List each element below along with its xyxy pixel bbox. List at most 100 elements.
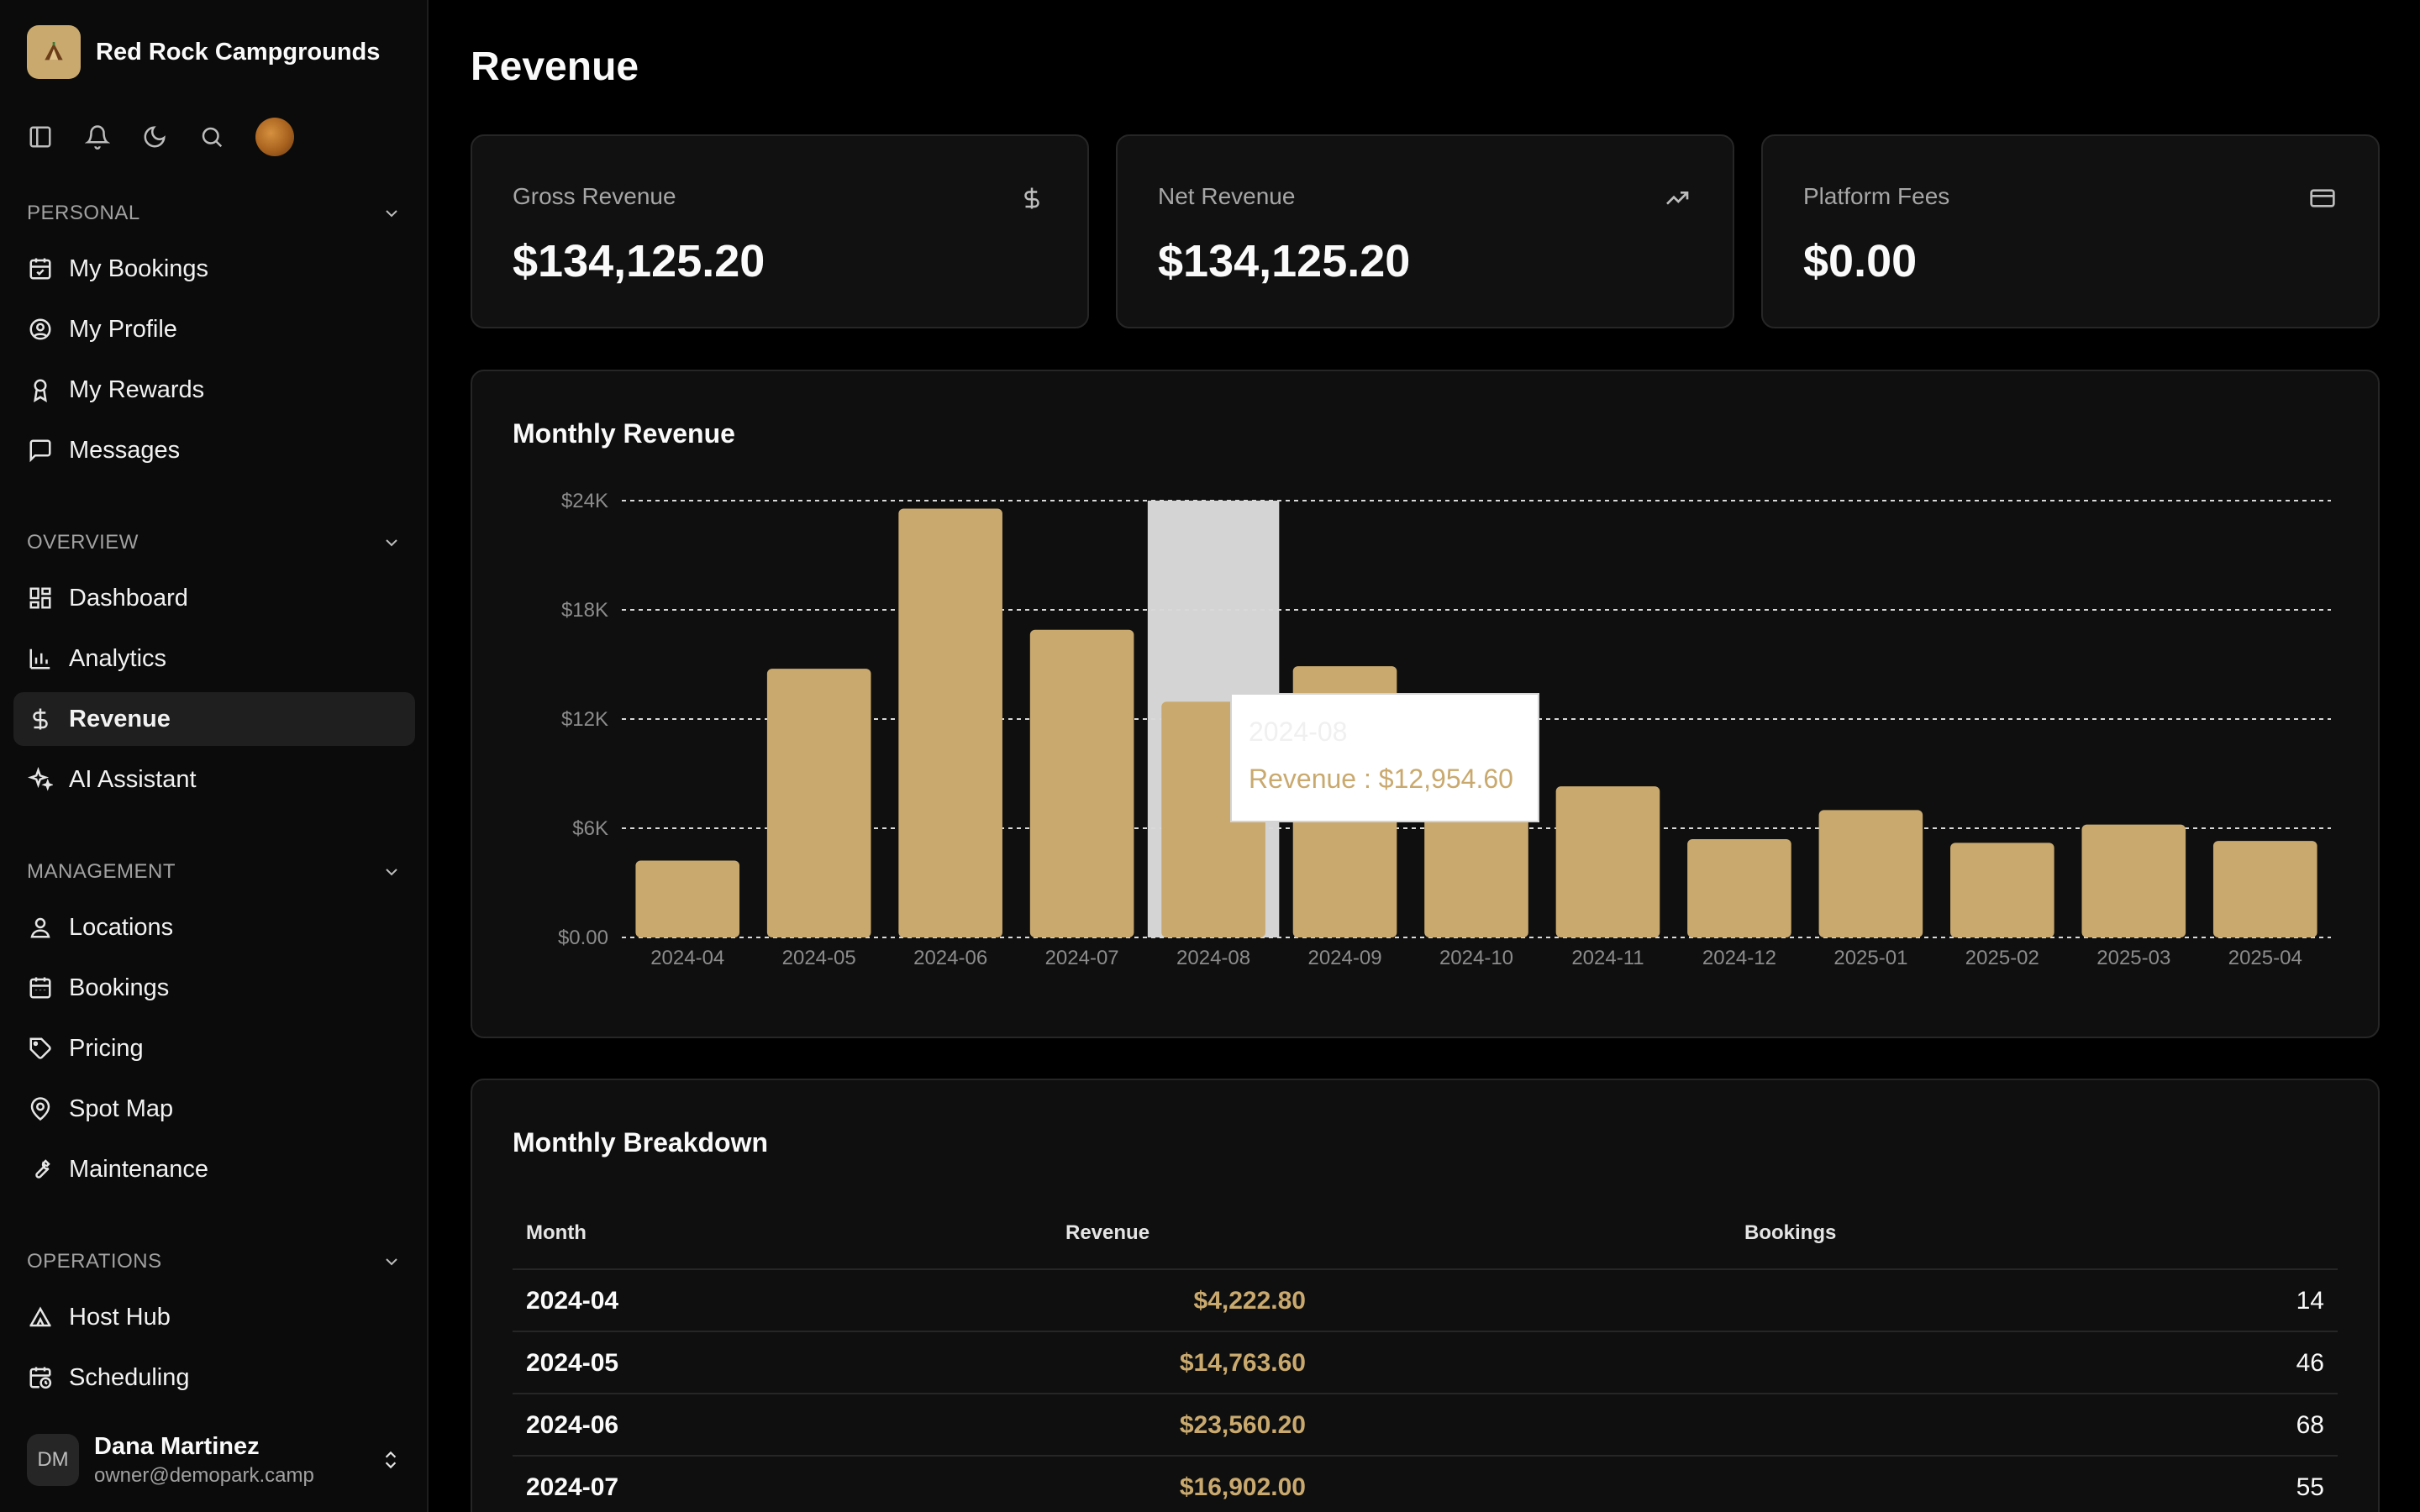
table-row: 2024-07 $16,902.00 55 bbox=[513, 1455, 2338, 1512]
user-info: Dana Martinez owner@demopark.camp bbox=[94, 1433, 365, 1488]
cell-bookings: 55 bbox=[2296, 1473, 2324, 1501]
cell-bookings: 46 bbox=[2296, 1349, 2324, 1377]
bar bbox=[1818, 810, 1923, 937]
cell-bookings: 14 bbox=[2296, 1287, 2324, 1315]
sidebar-item-label: My Rewards bbox=[69, 375, 205, 403]
user-circle-icon bbox=[27, 316, 54, 343]
x-tick-label: 2024-10 bbox=[1439, 947, 1513, 969]
sidebar-item-revenue[interactable]: Revenue bbox=[13, 692, 415, 746]
bar bbox=[1687, 839, 1791, 937]
bar bbox=[766, 669, 871, 937]
sidebar-item-label: Spot Map bbox=[69, 1095, 174, 1122]
stat-label: Net Revenue bbox=[1158, 183, 1296, 209]
cell-revenue: $4,222.80 bbox=[1193, 1287, 1306, 1315]
bar-chart-icon bbox=[27, 645, 54, 672]
section-management[interactable]: MANAGEMENT bbox=[27, 860, 402, 884]
sidebar-item-my-bookings[interactable]: My Bookings bbox=[13, 242, 415, 296]
chevron-down-icon bbox=[386, 869, 397, 876]
sidebar-item-label: Analytics bbox=[69, 644, 167, 672]
sidebar-item-my-rewards[interactable]: My Rewards bbox=[13, 363, 415, 417]
calendar-clock-icon bbox=[27, 1364, 54, 1391]
column-header-revenue[interactable]: Revenue bbox=[1065, 1221, 1150, 1244]
sidebar-item-label: My Bookings bbox=[69, 255, 209, 282]
sidebar-item-label: Host Hub bbox=[69, 1303, 171, 1331]
sidebar-item-label: AI Assistant bbox=[69, 765, 197, 793]
moon-icon[interactable] bbox=[141, 123, 168, 150]
user-email: owner@demopark.camp bbox=[94, 1463, 314, 1487]
section-label: OPERATIONS bbox=[27, 1250, 162, 1273]
section-label: OVERVIEW bbox=[27, 531, 139, 554]
page-title: Revenue bbox=[471, 45, 639, 89]
search-icon[interactable] bbox=[198, 123, 225, 150]
sidebar-item-host-hub[interactable]: Host Hub bbox=[13, 1290, 415, 1344]
bell-icon[interactable] bbox=[84, 123, 111, 150]
bar bbox=[898, 508, 1002, 937]
x-tick-label: 2024-11 bbox=[1571, 947, 1644, 969]
sidebar-item-analytics[interactable]: Analytics bbox=[13, 632, 415, 685]
message-square-icon bbox=[27, 437, 54, 464]
stat-card-platform-fees: Platform Fees $0.00 bbox=[1761, 134, 2380, 328]
x-tick-label: 2024-04 bbox=[650, 947, 724, 969]
y-tick-label: $0.00 bbox=[558, 927, 608, 949]
sidebar-item-my-profile[interactable]: My Profile bbox=[13, 302, 415, 356]
sidebar: Red Rock Campgrounds PERSONAL My Booking… bbox=[0, 0, 429, 1512]
stat-value: $134,125.20 bbox=[513, 236, 765, 286]
user-pin-icon bbox=[27, 914, 54, 941]
cell-month: 2024-07 bbox=[526, 1473, 619, 1501]
table-row: 2024-05 $14,763.60 46 bbox=[513, 1331, 2338, 1393]
bar bbox=[1555, 786, 1660, 937]
stat-card-net-revenue: Net Revenue $134,125.20 bbox=[1116, 134, 1734, 328]
sidebar-item-dashboard[interactable]: Dashboard bbox=[13, 571, 415, 625]
sidebar-item-label: Revenue bbox=[69, 705, 171, 732]
sidebar-item-label: Locations bbox=[69, 913, 174, 941]
revenue-bar-chart: $0.00 $6K $12K $18K $24K 2024-04 2024-05 2024-0… bbox=[558, 490, 2331, 969]
bar bbox=[1029, 629, 1134, 937]
avatar[interactable] bbox=[255, 118, 294, 156]
column-header-bookings[interactable]: Bookings bbox=[1744, 1221, 1837, 1244]
sidebar-item-bookings[interactable]: Bookings bbox=[13, 961, 415, 1015]
sidebar-item-locations[interactable]: Locations bbox=[13, 900, 415, 954]
award-icon bbox=[27, 376, 54, 403]
section-operations[interactable]: OPERATIONS bbox=[27, 1250, 402, 1273]
panel-title: Monthly Revenue bbox=[513, 418, 735, 449]
sidebar-toggle-icon[interactable] bbox=[27, 123, 54, 150]
dollar-sign-icon bbox=[1017, 183, 1047, 213]
sidebar-item-label: Maintenance bbox=[69, 1155, 209, 1183]
stat-label: Platform Fees bbox=[1803, 183, 1950, 209]
x-tick-label: 2025-04 bbox=[2228, 947, 2302, 969]
column-header-month[interactable]: Month bbox=[526, 1221, 587, 1244]
sidebar-item-label: My Profile bbox=[69, 315, 177, 343]
sidebar-item-label: Dashboard bbox=[69, 584, 188, 612]
monthly-breakdown-panel: Monthly Breakdown bbox=[471, 1079, 2380, 1512]
section-label: MANAGEMENT bbox=[27, 860, 176, 883]
x-tick-label: 2024-09 bbox=[1307, 947, 1381, 969]
sidebar-item-spot-map[interactable]: Spot Map bbox=[13, 1082, 415, 1136]
sidebar-item-scheduling[interactable]: Scheduling bbox=[13, 1351, 415, 1404]
x-tick-label: 2025-01 bbox=[1833, 947, 1907, 969]
brand[interactable]: Red Rock Campgrounds bbox=[27, 25, 380, 79]
bar bbox=[2081, 824, 2186, 937]
chevron-down-icon bbox=[386, 539, 397, 547]
user-menu[interactable]: DM Dana Martinez owner@demopark.camp bbox=[27, 1428, 402, 1492]
user-avatar: DM bbox=[27, 1434, 79, 1486]
cell-month: 2024-06 bbox=[526, 1411, 619, 1439]
layout-dashboard-icon bbox=[27, 585, 54, 612]
sidebar-item-messages[interactable]: Messages bbox=[13, 423, 415, 477]
stat-label: Gross Revenue bbox=[513, 183, 676, 209]
cell-month: 2024-05 bbox=[526, 1349, 619, 1377]
tooltip-value: Revenue : $12,954.60 bbox=[1249, 764, 1513, 794]
chevron-down-icon bbox=[386, 1258, 397, 1266]
section-personal[interactable]: PERSONAL bbox=[27, 202, 402, 225]
stat-value: $134,125.20 bbox=[1158, 236, 1411, 286]
x-tick-label: 2024-12 bbox=[1702, 947, 1776, 969]
sidebar-item-label: Bookings bbox=[69, 974, 170, 1001]
section-label: PERSONAL bbox=[27, 202, 140, 224]
sparkles-icon bbox=[27, 766, 54, 793]
y-tick-label: $24K bbox=[561, 490, 608, 512]
sidebar-item-maintenance[interactable]: Maintenance bbox=[13, 1142, 415, 1196]
section-overview[interactable]: OVERVIEW bbox=[27, 531, 402, 554]
sidebar-item-ai-assistant[interactable]: AI Assistant bbox=[13, 753, 415, 806]
tooltip-month: 2024-08 bbox=[1249, 717, 1348, 747]
map-pin-icon bbox=[27, 1095, 54, 1122]
sidebar-item-pricing[interactable]: Pricing bbox=[13, 1021, 415, 1075]
